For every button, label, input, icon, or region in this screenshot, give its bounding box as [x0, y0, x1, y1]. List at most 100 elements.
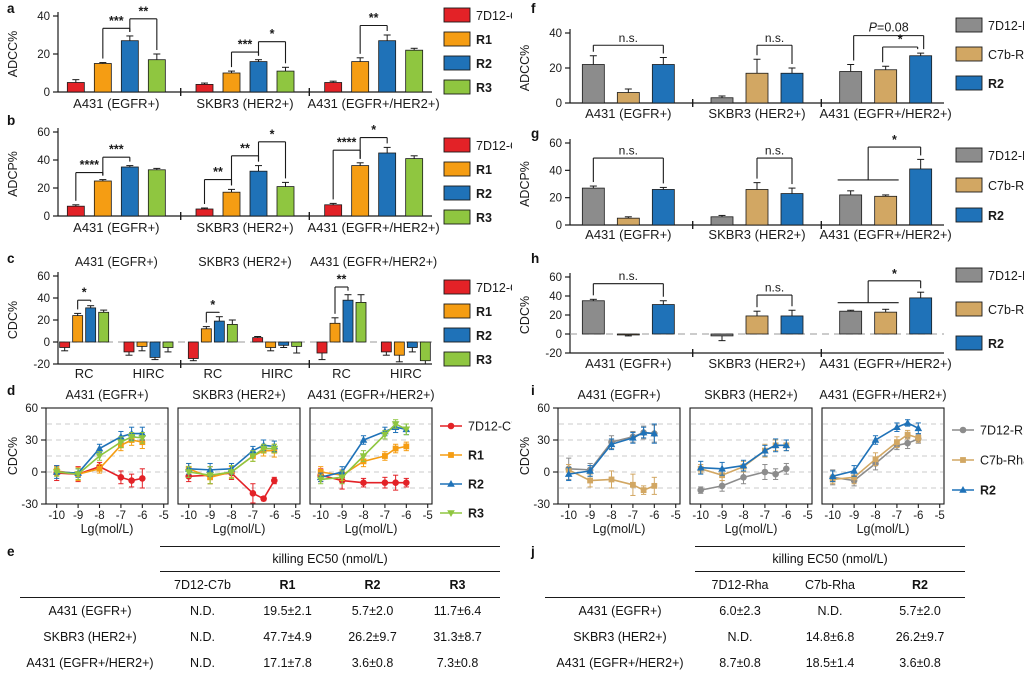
- y-tick-label: 60: [25, 403, 38, 415]
- table-cell: 7.3±0.8: [415, 650, 501, 675]
- ns-label: n.s.: [765, 31, 784, 45]
- triangle-down-marker: [391, 421, 400, 428]
- row-label: A431 (EGFR+/HER2+): [20, 650, 160, 675]
- sig-label: **: [213, 165, 223, 179]
- j-ec50-table: killing EC50 (nmol/L) 7D12-Rha C7b-Rha R2 A4…: [545, 546, 966, 675]
- square-marker: [894, 439, 900, 446]
- x-tick-label: -7: [892, 510, 902, 522]
- y-tick-label: -20: [545, 348, 562, 360]
- square-marker: [630, 481, 636, 488]
- bar-R1: [93, 63, 112, 93]
- bar-R1: [200, 328, 212, 343]
- bar-R3: [276, 70, 295, 93]
- x-tick-label: -6: [649, 510, 659, 522]
- sig-label: **: [369, 11, 379, 25]
- bar-7D12-Rha: [839, 194, 863, 226]
- x-group-label: SKBR3 (HER2+): [708, 356, 805, 371]
- x-tick-label: -5: [803, 510, 813, 522]
- triangle-down-marker: [74, 471, 82, 479]
- y-tick-label: 0: [32, 467, 38, 479]
- bar-R1: [136, 341, 148, 347]
- legend-swatch-7D12-Rha: [955, 147, 983, 163]
- panel-letter-e: e: [7, 544, 15, 559]
- circle-marker: [959, 426, 967, 434]
- triangle-down-marker: [52, 469, 61, 476]
- f-grouped-bar-chart: 0 20 40 ADCC% A431 (EGFR+) SKBR3 (HER2+) A431 …: [518, 17, 1024, 121]
- x-tick-label: -8: [358, 510, 368, 522]
- subplot-title: A431 (EGFR+): [65, 388, 148, 402]
- x-tick-label: -9: [337, 510, 347, 522]
- x-tick-label: -8: [870, 510, 880, 522]
- x-group-label: RC: [332, 366, 351, 381]
- legend-swatch-7D12-C7b: [443, 7, 471, 23]
- bar-R1: [265, 341, 277, 348]
- table-cell: N.D.: [817, 604, 843, 618]
- triangle-marker: [359, 436, 368, 443]
- bar-7D12-C7b: [195, 208, 214, 217]
- triangle-marker: [739, 461, 748, 469]
- square-marker: [392, 445, 399, 452]
- panel-letter-a: a: [7, 1, 15, 16]
- circle-marker: [740, 474, 747, 481]
- circle-marker: [360, 479, 367, 486]
- bar-R1: [222, 72, 241, 93]
- bar-R2: [213, 320, 225, 343]
- y-tick-label: 20: [549, 193, 562, 205]
- circle-marker: [381, 479, 389, 486]
- table-cell: 11.7±6.4: [433, 604, 482, 618]
- y-tick-label: 0: [556, 329, 562, 341]
- square-marker: [608, 476, 615, 483]
- y-axis-title: CDC%: [6, 301, 20, 339]
- y-tick-label: -30: [21, 499, 38, 511]
- x-group-label: A431 (EGFR+): [73, 96, 159, 111]
- bar-C7b-Rha: [616, 217, 640, 226]
- legend-swatch-7D12-C7b: [443, 279, 471, 295]
- bar-C7b-Rha: [745, 189, 769, 226]
- triangle-down-marker: [206, 472, 214, 480]
- y-tick-label: 0: [544, 467, 550, 479]
- triangle-down-marker: [359, 453, 368, 460]
- x-tick-label: -10: [180, 510, 197, 522]
- y-tick-label: 40: [37, 155, 50, 167]
- square-marker: [382, 453, 388, 459]
- legend-swatch-C7b-Rha: [955, 177, 983, 193]
- y-tick-label: 40: [37, 293, 50, 305]
- plot-frame: [45, 407, 169, 505]
- e-ec50-table: killing EC50 (nmol/L) 7D12-C7b R1 R2 R3 A431 …: [20, 546, 501, 675]
- legend-swatch-C7b-Rha: [955, 301, 983, 317]
- triangle-marker: [903, 418, 912, 426]
- x-axis-title: Lg(mol/L): [81, 522, 134, 536]
- x-tick-label: -8: [606, 510, 616, 522]
- circle-marker: [783, 465, 790, 473]
- legend-label: R1: [476, 305, 492, 319]
- x-tick-label: -6: [137, 510, 147, 522]
- column-header: 7D12-Rha: [695, 571, 785, 598]
- legend-label: C7b-Rha: [988, 303, 1024, 317]
- legend-swatch-R2: [955, 207, 983, 223]
- b-grouped-bar-chart: 0 20 40 60 ADCP% A431 (EGFR+) SKBR3 (HER2+) A43…: [6, 123, 512, 235]
- legend-swatch-R1: [443, 31, 471, 47]
- table-row: SKBR3 (HER2+) N.D. 14.8±6.8 26.2±9.7: [545, 624, 965, 650]
- plot-frame: [177, 407, 301, 505]
- sig-label: ***: [109, 14, 124, 28]
- sig-label: *: [371, 123, 376, 137]
- sig-label: *: [210, 298, 215, 312]
- circle-marker: [128, 477, 135, 484]
- triangle-down-marker: [381, 431, 389, 439]
- triangle-down-marker: [95, 453, 104, 460]
- table-corner: [545, 571, 695, 598]
- a-grouped-bar-chart: 0 20 40 ADCC% A431 (EGFR+) SKBR3 (HER2+) A431 …: [6, 4, 512, 111]
- subplot-title: A431 (EGFR+/HER2+): [819, 388, 946, 402]
- y-tick-label: 0: [44, 211, 50, 223]
- triangle-marker: [447, 480, 455, 487]
- legend-label: 7D12-C7b: [476, 281, 512, 295]
- triangle-marker: [249, 446, 257, 454]
- group-title: A431 (EGFR+): [75, 255, 158, 269]
- table-cell: 31.3±8.7: [433, 630, 482, 644]
- bar-7D12-C7b: [316, 341, 328, 354]
- y-tick-label: -20: [33, 359, 50, 371]
- bar-7D12-Rha: [581, 300, 605, 335]
- x-tick-label: -5: [291, 510, 301, 522]
- y-tick-label: 0: [556, 220, 562, 232]
- series-line-R3: [320, 423, 407, 481]
